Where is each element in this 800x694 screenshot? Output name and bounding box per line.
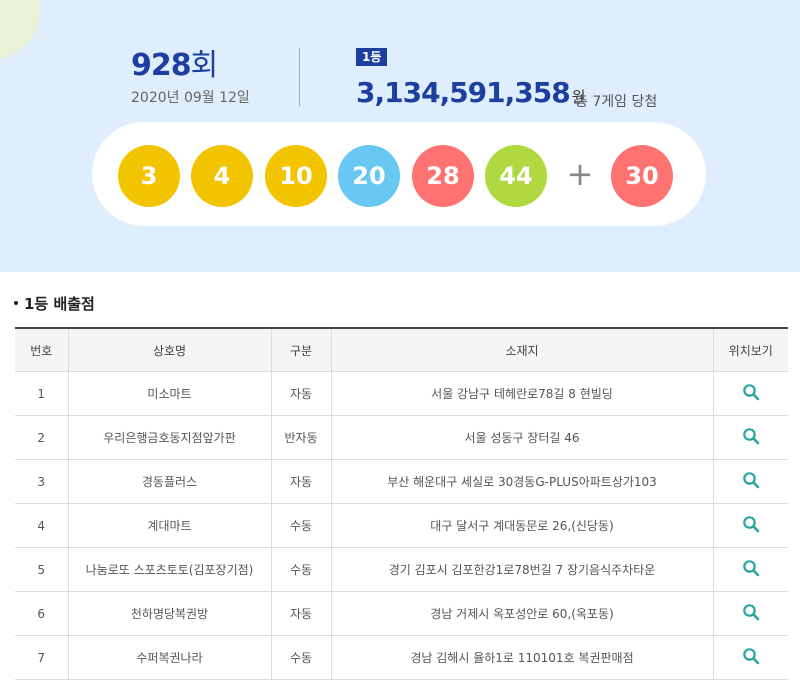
table-row: 2 우리은행금호동지점앞가판 반자동 서울 성동구 장터길 46: [15, 415, 788, 460]
search-icon[interactable]: [742, 647, 760, 668]
cell-address: 부산 해운대구 세실로 30경동G-PLUS아파트상가103: [330, 459, 714, 504]
cell-store-name: 우리은행금호동지점앞가판: [67, 415, 272, 460]
plus-icon: +: [566, 155, 594, 193]
column-header-store-name: 상호명: [67, 327, 272, 372]
draw-date: 2020년 09월 12일: [131, 90, 250, 106]
number-ball: 4: [191, 145, 253, 207]
number-ball: 28: [412, 145, 474, 207]
table-header-row: 번호 상호명 구분 소재지 위치보기: [15, 327, 788, 372]
cell-no: 2: [15, 415, 69, 460]
cell-no: 5: [15, 547, 69, 592]
table-row: 3 경동플러스 자동 부산 해운대구 세실로 30경동G-PLUS아파트상가103: [15, 459, 788, 504]
cell-location: [712, 635, 788, 680]
prize-unit: 원: [571, 88, 586, 106]
cell-type: 반자동: [270, 415, 332, 460]
cell-address: 경남 김해시 율하1로 110101호 복권판매점: [330, 635, 714, 680]
cell-no: 7: [15, 635, 69, 680]
column-header-type: 구분: [270, 327, 332, 372]
round-unit: 회: [190, 48, 219, 83]
cell-location: [712, 415, 788, 460]
round-title: 928회: [131, 48, 250, 84]
cell-type: 수동: [270, 635, 332, 680]
cell-store-name: 미소마트: [67, 371, 272, 416]
column-header-location: 위치보기: [712, 327, 788, 372]
table-row: 6 천하명당복권방 자동 경남 거제시 옥포성안로 60,(옥포동): [15, 591, 788, 636]
search-icon[interactable]: [742, 559, 760, 580]
cell-type: 자동: [270, 459, 332, 504]
cell-type: 수동: [270, 547, 332, 592]
table-row: 4 계대마트 수동 대구 달서구 계대동문로 26,(신당동): [15, 503, 788, 548]
winning-stores-table: 번호 상호명 구분 소재지 위치보기 1 미소마트 자동 서울 강남구 테헤란로78길…: [15, 327, 788, 680]
number-ball: 20: [338, 145, 400, 207]
table-row: 1 미소마트 자동 서울 강남구 테헤란로78길 8 현빌딩: [15, 371, 788, 416]
number-ball: 44: [485, 145, 547, 207]
cell-store-name: 수퍼복권나라: [67, 635, 272, 680]
number-ball: 10: [265, 145, 327, 207]
section-title: 1등 배출점: [14, 293, 95, 314]
table-row: 7 수퍼복권나라 수동 경남 김해시 율하1로 110101호 복권판매점: [15, 635, 788, 680]
column-header-address: 소재지: [330, 327, 714, 372]
cell-no: 3: [15, 459, 69, 504]
cell-no: 1: [15, 371, 69, 416]
cell-address: 경기 김포시 김포한강1로78번길 7 장기음식주차타운: [330, 547, 714, 592]
cell-store-name: 천하명당복권방: [67, 591, 272, 636]
cell-address: 대구 달서구 계대동문로 26,(신당동): [330, 503, 714, 548]
cell-address: 서울 성동구 장터길 46: [330, 415, 714, 460]
column-header-no: 번호: [15, 327, 69, 372]
number-ball: 3: [118, 145, 180, 207]
round-number: 928: [131, 48, 192, 83]
cell-no: 4: [15, 503, 69, 548]
cell-type: 자동: [270, 591, 332, 636]
cell-location: [712, 459, 788, 504]
search-icon[interactable]: [742, 427, 760, 448]
cell-location: [712, 547, 788, 592]
decorative-circle: [0, 0, 40, 60]
divider: [299, 48, 300, 106]
cell-store-name: 계대마트: [67, 503, 272, 548]
cell-address: 경남 거제시 옥포성안로 60,(옥포동): [330, 591, 714, 636]
search-icon[interactable]: [742, 383, 760, 404]
search-icon[interactable]: [742, 603, 760, 624]
winners-count: 총 7게임 당첨: [575, 94, 658, 110]
prize-amount: 3,134,591,358 원: [356, 76, 586, 113]
bonus-ball: 30: [611, 145, 673, 207]
cell-type: 수동: [270, 503, 332, 548]
cell-store-name: 경동플러스: [67, 459, 272, 504]
cell-no: 6: [15, 591, 69, 636]
cell-store-name: 나눔로또 스포츠토토(김포장기점): [67, 547, 272, 592]
cell-location: [712, 591, 788, 636]
draw-result-banner: 928회 2020년 09월 12일 1등 3,134,591,358 원 총 7…: [0, 0, 800, 272]
cell-location: [712, 503, 788, 548]
search-icon[interactable]: [742, 471, 760, 492]
search-icon[interactable]: [742, 515, 760, 536]
bullet-icon: [14, 300, 18, 305]
table-row: 5 나눔로또 스포츠토토(김포장기점) 수동 경기 김포시 김포한강1로78번길 7 …: [15, 547, 788, 592]
cell-location: [712, 371, 788, 416]
round-info: 928회 2020년 09월 12일: [131, 48, 250, 107]
rank-badge: 1등: [356, 48, 388, 66]
prize-amount-value: 3,134,591,358: [356, 76, 571, 109]
section-title-text: 1등 배출점: [24, 295, 95, 313]
cell-address: 서울 강남구 테헤란로78길 8 현빌딩: [330, 371, 714, 416]
cell-type: 자동: [270, 371, 332, 416]
